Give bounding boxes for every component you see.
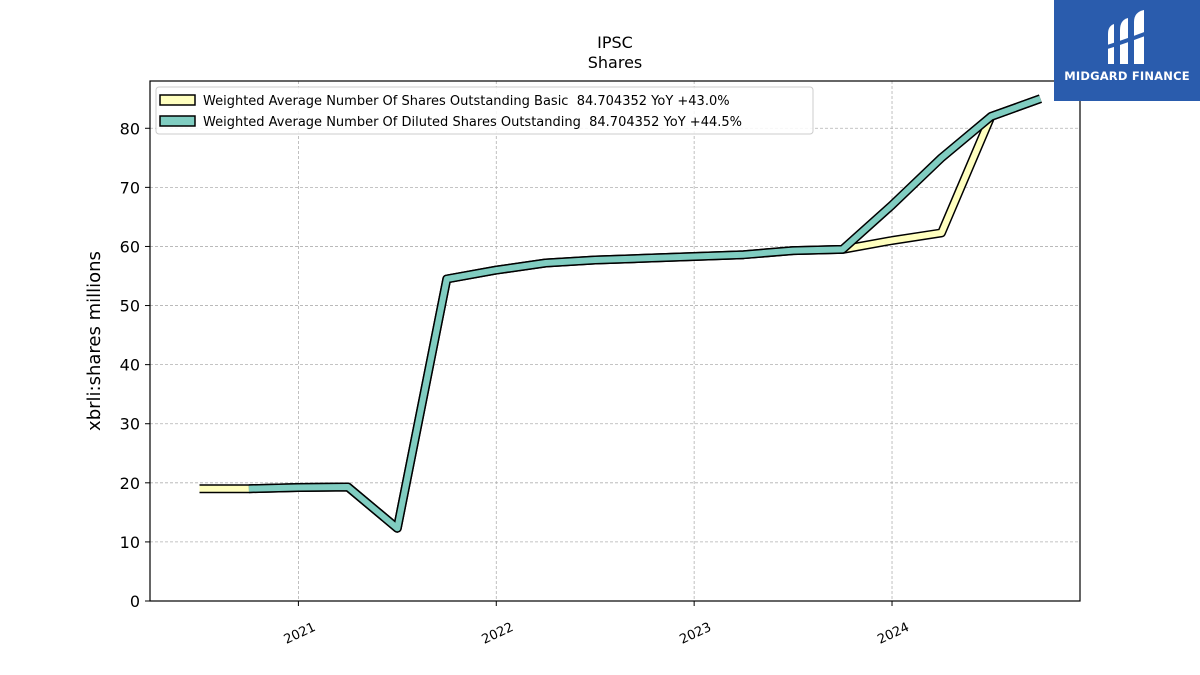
y-tick-label: 60	[120, 237, 140, 256]
plot-frame	[149, 80, 1081, 602]
chart-subtitle: Shares	[588, 53, 643, 72]
y-tick-label: 30	[120, 415, 140, 434]
legend-label-2: Weighted Average Number Of Diluted Share…	[203, 115, 742, 130]
x-axis: 2021 2022 2023 2024	[282, 601, 912, 648]
x-tick-label: 2022	[480, 620, 516, 648]
series-1	[199, 94, 1042, 533]
legend-label-1: Weighted Average Number Of Shares Outsta…	[203, 94, 730, 109]
y-axis-label: xbrli:shares millions	[84, 251, 105, 431]
legend-swatch-1	[159, 94, 196, 106]
y-tick-label: 20	[120, 474, 140, 493]
legend-swatch-2	[159, 115, 196, 127]
y-tick-label: 10	[120, 533, 140, 552]
series-layer	[199, 94, 1042, 533]
y-axis: 0 10 20 30 40 50 60 70 80	[120, 119, 150, 611]
series-2	[248, 94, 1042, 533]
y-tick-label: 80	[120, 119, 140, 138]
x-tick-label: 2024	[875, 620, 911, 648]
series-2-outline	[248, 94, 1042, 533]
series-1-outline	[199, 94, 1042, 533]
y-tick-label: 70	[120, 178, 140, 197]
x-tick-label: 2021	[282, 620, 318, 648]
chart-title: IPSC	[597, 33, 633, 52]
brand-mark-icon	[1103, 10, 1151, 64]
brand-name: MIDGARD FINANCE	[1064, 69, 1190, 83]
brand-logo: MIDGARD FINANCE	[1054, 0, 1200, 101]
grid-lines	[150, 81, 1080, 601]
y-tick-label: 0	[130, 592, 140, 611]
series-2-line	[248, 95, 1042, 532]
x-tick-label: 2023	[678, 620, 714, 648]
y-tick-label: 40	[120, 356, 140, 375]
y-tick-label: 50	[120, 297, 140, 316]
series-1-line	[199, 95, 1042, 532]
legend: Weighted Average Number Of Shares Outsta…	[155, 86, 814, 135]
legend-box	[155, 86, 814, 135]
